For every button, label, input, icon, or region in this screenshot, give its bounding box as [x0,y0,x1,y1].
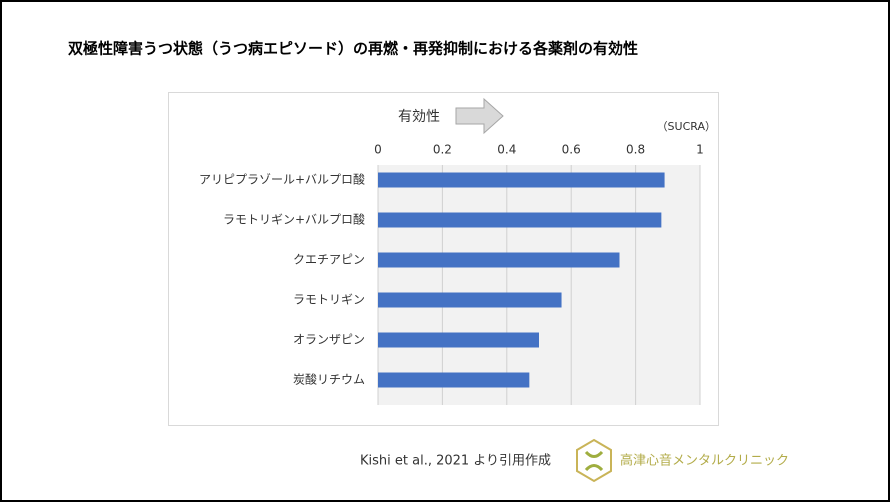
x-tick-label: 0 [374,143,382,157]
y-tick-label: オランザピン [293,333,365,347]
arrow-label: 有効性 [398,109,440,125]
x-tick-label: 0.4 [497,143,516,157]
bar [378,332,539,348]
y-tick-label: クエチアピン [293,253,365,267]
clinic-name: 高津心音メンタルクリニック [620,453,789,469]
bar [378,292,562,308]
x-tick-label: 0.6 [562,143,581,157]
bar [378,172,665,188]
x-tick-label: 0.8 [626,143,645,157]
clinic-logo [576,438,612,483]
arrow [455,97,504,135]
plot-area [378,165,700,405]
x-tick-label: 1 [696,143,704,157]
source-note: Kishi et al., 2021 より引用作成 [360,454,551,469]
unit-label: （SUCRA） [657,120,716,133]
x-tick-label: 0.2 [433,143,452,157]
bar [378,372,530,388]
chart-title: 双極性障害うつ状態（うつ病エピソード）の再燃・再発抑制における各薬剤の有効性 [68,40,638,58]
bar [378,212,662,228]
y-tick-label: ラモトリギン [293,293,365,307]
y-tick-label: ラモトリギン+バルプロ酸 [223,212,365,227]
bar [378,252,620,268]
y-tick-label: 炭酸リチウム [293,372,365,387]
y-tick-label: アリピプラゾール+バルプロ酸 [199,172,365,187]
